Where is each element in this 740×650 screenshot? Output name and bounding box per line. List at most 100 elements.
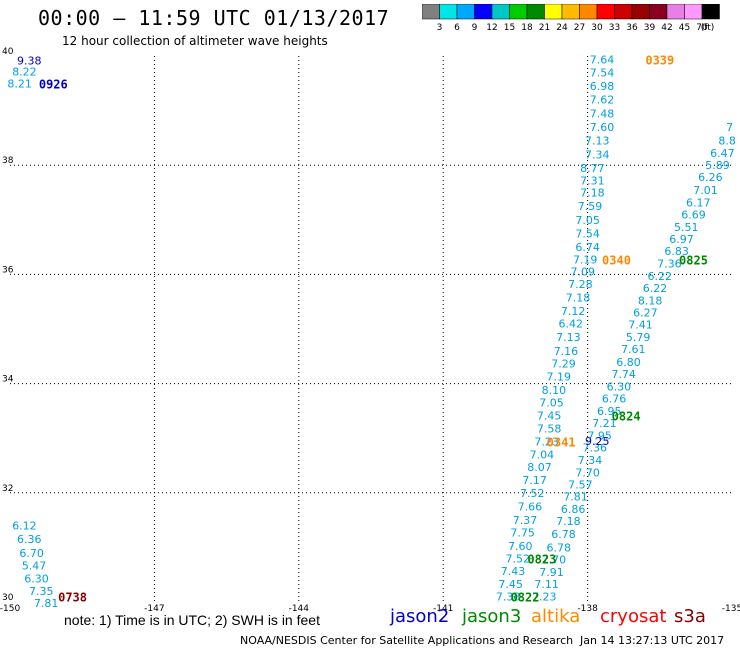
wave-height-point: 7.60 xyxy=(590,121,615,134)
wave-height-point: 7.34 xyxy=(578,454,603,467)
wave-height-point: 7.19 xyxy=(546,371,571,384)
wave-height-point: 6.42 xyxy=(559,318,584,331)
wave-height-point: 7.36 xyxy=(583,441,608,454)
x-tick-label: -150 xyxy=(0,604,20,614)
color-scale-label: 36 xyxy=(626,23,638,33)
color-scale-label: 21 xyxy=(539,23,550,33)
wave-height-point: 7.70 xyxy=(575,467,600,480)
color-scale-legend: 3 6 9 12 15 18 21 24 27 30 33 36 39 42 45 70(ft) xyxy=(422,4,720,33)
wave-height-point: 6.30 xyxy=(607,380,632,393)
wave-height-point: 7.18 xyxy=(566,291,591,304)
color-scale-label: 33 xyxy=(609,23,620,33)
wave-height-point: 9.38 xyxy=(17,54,42,67)
wave-height-point: 6.78 xyxy=(546,541,571,554)
wave-height-point: 7.34 xyxy=(585,148,610,161)
wave-height-point: 6.69 xyxy=(681,208,706,221)
wave-height-point: 7.52 xyxy=(520,487,545,500)
wave-height-point: 7.45 xyxy=(498,578,523,591)
legend-s3a: s3a xyxy=(674,606,706,627)
y-tick-label: 34 xyxy=(2,375,14,385)
wave-height-point: 7.45 xyxy=(537,409,562,422)
wave-height-point: 7.57 xyxy=(568,479,593,492)
wave-height-point: 8.21 xyxy=(7,77,32,90)
wave-height-point: 7.04 xyxy=(530,449,555,462)
legend-altika: altika xyxy=(531,606,581,627)
wave-height-point: 7.23 xyxy=(534,435,559,448)
legend-jason3: jason3 xyxy=(462,606,522,627)
pass-time-label: 0824 xyxy=(612,409,641,423)
wave-height-point: 7.13 xyxy=(556,331,581,344)
legend-jason2: jason2 xyxy=(390,606,450,627)
wave-height-point: 7.81 xyxy=(563,491,588,504)
wave-height-point: 7.16 xyxy=(554,345,579,358)
pass-time-label: 0340 xyxy=(602,254,631,268)
wave-height-point: 7.17 xyxy=(522,474,547,487)
wave-height-point: 7.62 xyxy=(590,94,615,107)
wave-height-point: 7.05 xyxy=(539,397,564,410)
wave-height-point: 7.09 xyxy=(571,266,596,279)
wave-height-point: 7.70 xyxy=(542,553,567,566)
wave-height-point: 7.43 xyxy=(501,565,526,578)
chart-subtitle: 12 hour collection of altimeter wave hei… xyxy=(62,34,328,48)
wave-height-point: 7.61 xyxy=(621,343,646,356)
wave-height-point: 6.30 xyxy=(24,573,49,586)
y-tick-label: 30 xyxy=(2,593,14,603)
wave-height-point: 6.97 xyxy=(669,233,694,246)
wave-height-point: 6.26 xyxy=(698,171,723,184)
generation-timestamp: Jan 14 13:27:13 UTC 2017 xyxy=(580,634,725,647)
y-tick-label: 32 xyxy=(2,484,13,494)
wave-height-point: 7.64 xyxy=(590,53,615,66)
wave-height-point: 8.07 xyxy=(527,461,552,474)
wave-height-point: 6.47 xyxy=(710,147,735,160)
wave-height-point: 7.58 xyxy=(537,422,562,435)
wave-height-point: 5.79 xyxy=(626,331,651,344)
pass-time-label: 0738 xyxy=(58,591,87,605)
wave-height-point: 7.31 xyxy=(580,174,605,187)
color-scale-label: 39 xyxy=(644,23,656,33)
pass-time-label: 0822 xyxy=(511,591,540,605)
legend-cryosat: cryosat xyxy=(600,606,667,627)
wave-height-point: 7.54 xyxy=(575,227,600,240)
wave-height-point: 6.76 xyxy=(602,392,627,405)
wave-height-point: 7.18 xyxy=(556,515,581,528)
wave-height-point: 7.35 xyxy=(29,585,54,598)
wave-height-point: 7.11 xyxy=(534,578,559,591)
x-tick-label: -144 xyxy=(289,604,310,614)
wave-height-point: 8.10 xyxy=(542,384,567,397)
wave-height-point: 7.19 xyxy=(573,254,598,267)
wave-height-point: 6.70 xyxy=(19,547,44,560)
color-scale-unit: (ft) xyxy=(701,23,715,33)
wave-height-point: 7.01 xyxy=(693,184,718,197)
wave-height-point: 7.41 xyxy=(628,319,653,332)
wave-height-point: 7.13 xyxy=(585,135,610,148)
color-scale-label: 42 xyxy=(661,23,672,33)
pass-time-label: 0339 xyxy=(645,53,674,67)
pass-time-label: 0823 xyxy=(527,552,556,566)
wave-height-point: 6.74 xyxy=(575,241,600,254)
color-scale-label: 6 xyxy=(454,23,460,33)
x-tick-label: -141 xyxy=(433,604,453,614)
color-scale-label: 15 xyxy=(504,23,515,33)
wave-height-point: 7.18 xyxy=(580,187,605,200)
wave-height-point: 7.48 xyxy=(590,107,615,120)
wave-height-point: 7.91 xyxy=(539,566,564,579)
wave-height-point: 7.52 xyxy=(506,552,531,565)
wave-height-point: 7.05 xyxy=(575,214,600,227)
color-scale-label: 30 xyxy=(591,23,603,33)
wave-height-point: 6.17 xyxy=(686,196,711,209)
wave-height-point: 5.47 xyxy=(22,559,47,572)
wave-height-point: 6.22 xyxy=(643,282,668,295)
wave-height-point: 9.25 xyxy=(585,435,610,448)
y-tick-label: 36 xyxy=(2,265,14,275)
wave-height-point: 7.37 xyxy=(513,514,538,527)
pass-time-label: 0926 xyxy=(39,77,68,91)
x-tick-label: -147 xyxy=(144,604,164,614)
color-scale-label: 9 xyxy=(472,23,478,33)
wave-height-point: 7.36 xyxy=(657,257,682,270)
wave-height-point: 7.29 xyxy=(551,357,576,370)
wave-height-point: 8.77 xyxy=(580,162,605,175)
wave-height-point: 5.89 xyxy=(705,159,730,172)
wave-height-point: 8.8 xyxy=(718,135,736,148)
color-scale-label: 70 xyxy=(696,23,708,33)
